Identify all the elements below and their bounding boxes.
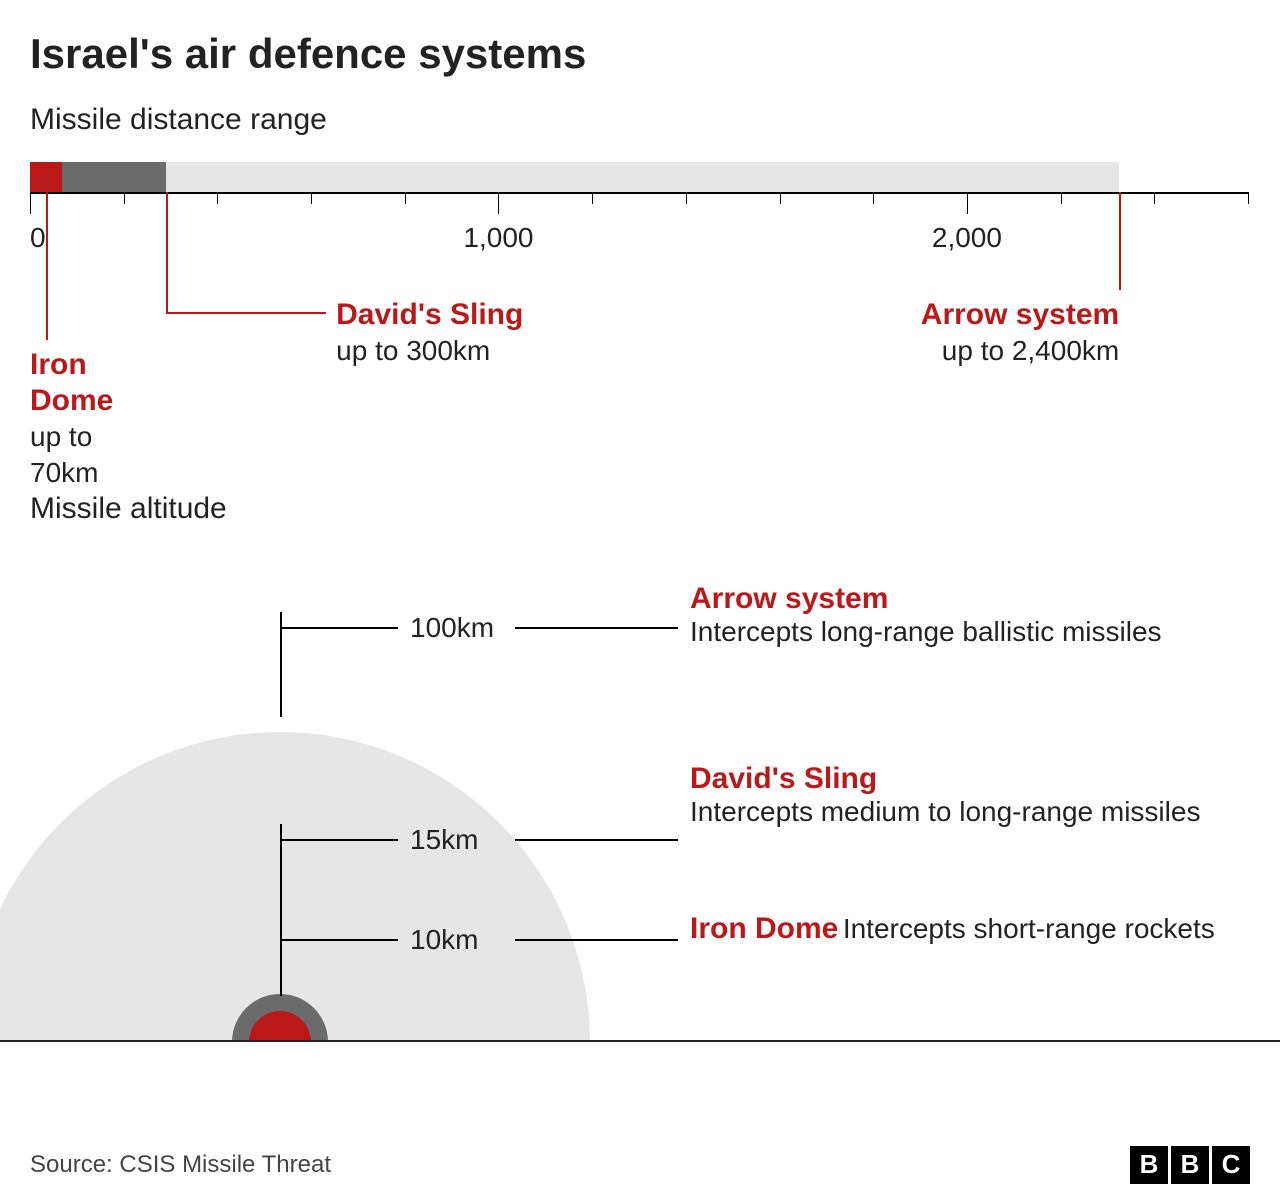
davids-sling-name: David's Sling — [336, 297, 523, 333]
altitude-section: Missile altitude 100km15km10km Arrow sys… — [30, 492, 1250, 1042]
range-tick — [780, 192, 781, 204]
bbc-logo-b1: B — [1130, 1146, 1168, 1184]
davids-sling-sub: up to 300km — [336, 333, 523, 369]
footer: Source: CSIS Missile Threat B B C — [0, 1137, 1280, 1192]
desc-arrow: Arrow system Intercepts long-range balli… — [690, 582, 1162, 648]
range-tick — [124, 192, 125, 204]
range-bar — [30, 162, 1210, 192]
range-tick-label: 2,000 — [932, 222, 1002, 254]
alt-leader — [280, 924, 282, 996]
alt-leader — [280, 839, 398, 841]
range-chart: 01,0002,000 Iron Dome up to 70km David's… — [30, 162, 1250, 432]
alt-km-label: 10km — [410, 924, 478, 956]
alt-km-label: 15km — [410, 824, 478, 856]
range-tick — [1248, 192, 1249, 204]
range-tick — [30, 192, 31, 214]
alt-km-label: 100km — [410, 612, 494, 644]
range-heading: Missile distance range — [30, 103, 1250, 137]
range-tick — [873, 192, 874, 204]
iron-dome-desc-text: Intercepts short-range rockets — [843, 913, 1215, 944]
range-tick-label: 0 — [30, 222, 46, 254]
iron-dome-sub: up to 70km — [30, 419, 113, 492]
alt-leader — [515, 939, 678, 941]
range-tick-label: 1,000 — [463, 222, 533, 254]
altitude-baseline — [0, 1040, 1280, 1042]
alt-leader — [280, 939, 398, 941]
iron-dome-name-2: Iron Dome — [690, 912, 838, 945]
chart-title: Israel's air defence systems — [30, 30, 1250, 78]
arrow-system-name: Arrow system — [921, 297, 1119, 333]
range-section: Missile distance range 0 1,000 2,000 Iron … — [30, 103, 1250, 432]
desc-iron-dome: Iron Dome Intercepts short-range rockets — [690, 912, 1215, 946]
davids-sling-name-2: David's Sling — [690, 762, 877, 795]
desc-davids-sling: David's Sling Intercepts medium to long-… — [690, 762, 1200, 828]
bbc-logo-b2: B — [1171, 1146, 1209, 1184]
davids-sling-desc: Intercepts medium to long-range missiles — [690, 796, 1200, 827]
iron-dome-name: Iron Dome — [30, 347, 113, 419]
alt-leader — [280, 627, 398, 629]
bbc-logo: B B C — [1130, 1146, 1250, 1184]
range-tick — [592, 192, 593, 204]
range-tick — [217, 192, 218, 204]
range-seg-iron-dome — [30, 162, 62, 192]
altitude-domes — [0, 642, 620, 1042]
arrow-system-sub: up to 2,400km — [921, 333, 1119, 369]
alt-leader — [515, 839, 678, 841]
range-tick — [405, 192, 406, 204]
range-tick — [967, 192, 968, 214]
range-tick — [686, 192, 687, 204]
alt-leader — [515, 627, 678, 629]
arrow-name: Arrow system — [690, 582, 888, 615]
range-axis-line — [30, 192, 1248, 194]
range-tick — [498, 192, 499, 214]
range-tick — [311, 192, 312, 204]
bbc-logo-c: C — [1212, 1146, 1250, 1184]
arrow-desc: Intercepts long-range ballistic missiles — [690, 616, 1162, 647]
source-attribution: Source: CSIS Missile Threat — [30, 1151, 331, 1179]
range-tick — [1061, 192, 1062, 204]
range-tick — [1154, 192, 1155, 204]
range-seg-arrow-system — [30, 162, 1119, 192]
